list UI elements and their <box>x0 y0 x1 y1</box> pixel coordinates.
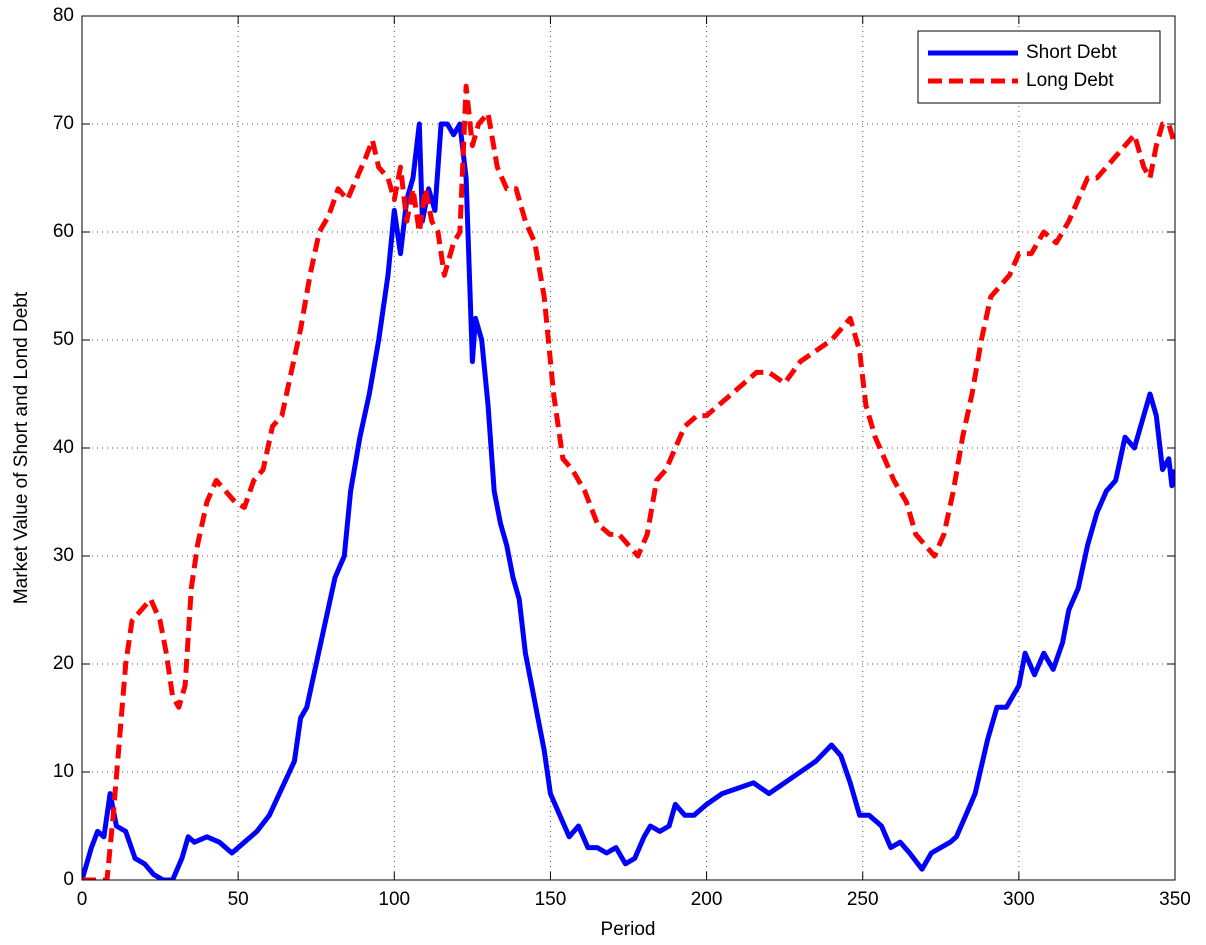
x-tick-label: 100 <box>378 889 410 910</box>
x-tick-label: 150 <box>535 889 567 910</box>
legend-label: Short Debt <box>1026 42 1118 63</box>
x-tick-label: 0 <box>77 889 88 910</box>
y-tick-label: 0 <box>63 869 74 890</box>
plot-frame <box>81 15 1176 881</box>
series-line <box>82 83 1175 880</box>
y-tick-label: 80 <box>53 5 74 26</box>
x-tick-label: 300 <box>1003 889 1035 910</box>
y-tick-label: 30 <box>53 545 74 566</box>
series-line <box>82 121 1175 880</box>
y-tick-label: 70 <box>53 113 74 134</box>
y-tick-label: 10 <box>53 761 74 782</box>
y-tick-label: 20 <box>53 653 74 674</box>
x-tick-label: 200 <box>691 889 723 910</box>
legend-box <box>917 30 1161 104</box>
y-tick-label: 50 <box>53 329 74 350</box>
x-tick-label: 50 <box>228 889 249 910</box>
y-tick-label: 60 <box>53 221 74 242</box>
y-axis-label: Market Value of Short and Lond Debt <box>11 291 32 604</box>
x-tick-label: 250 <box>847 889 879 910</box>
legend-label: Long Debt <box>1026 70 1114 91</box>
x-axis-label: Period <box>601 919 656 940</box>
x-tick-label: 350 <box>1159 889 1191 910</box>
y-tick-label: 40 <box>53 437 74 458</box>
